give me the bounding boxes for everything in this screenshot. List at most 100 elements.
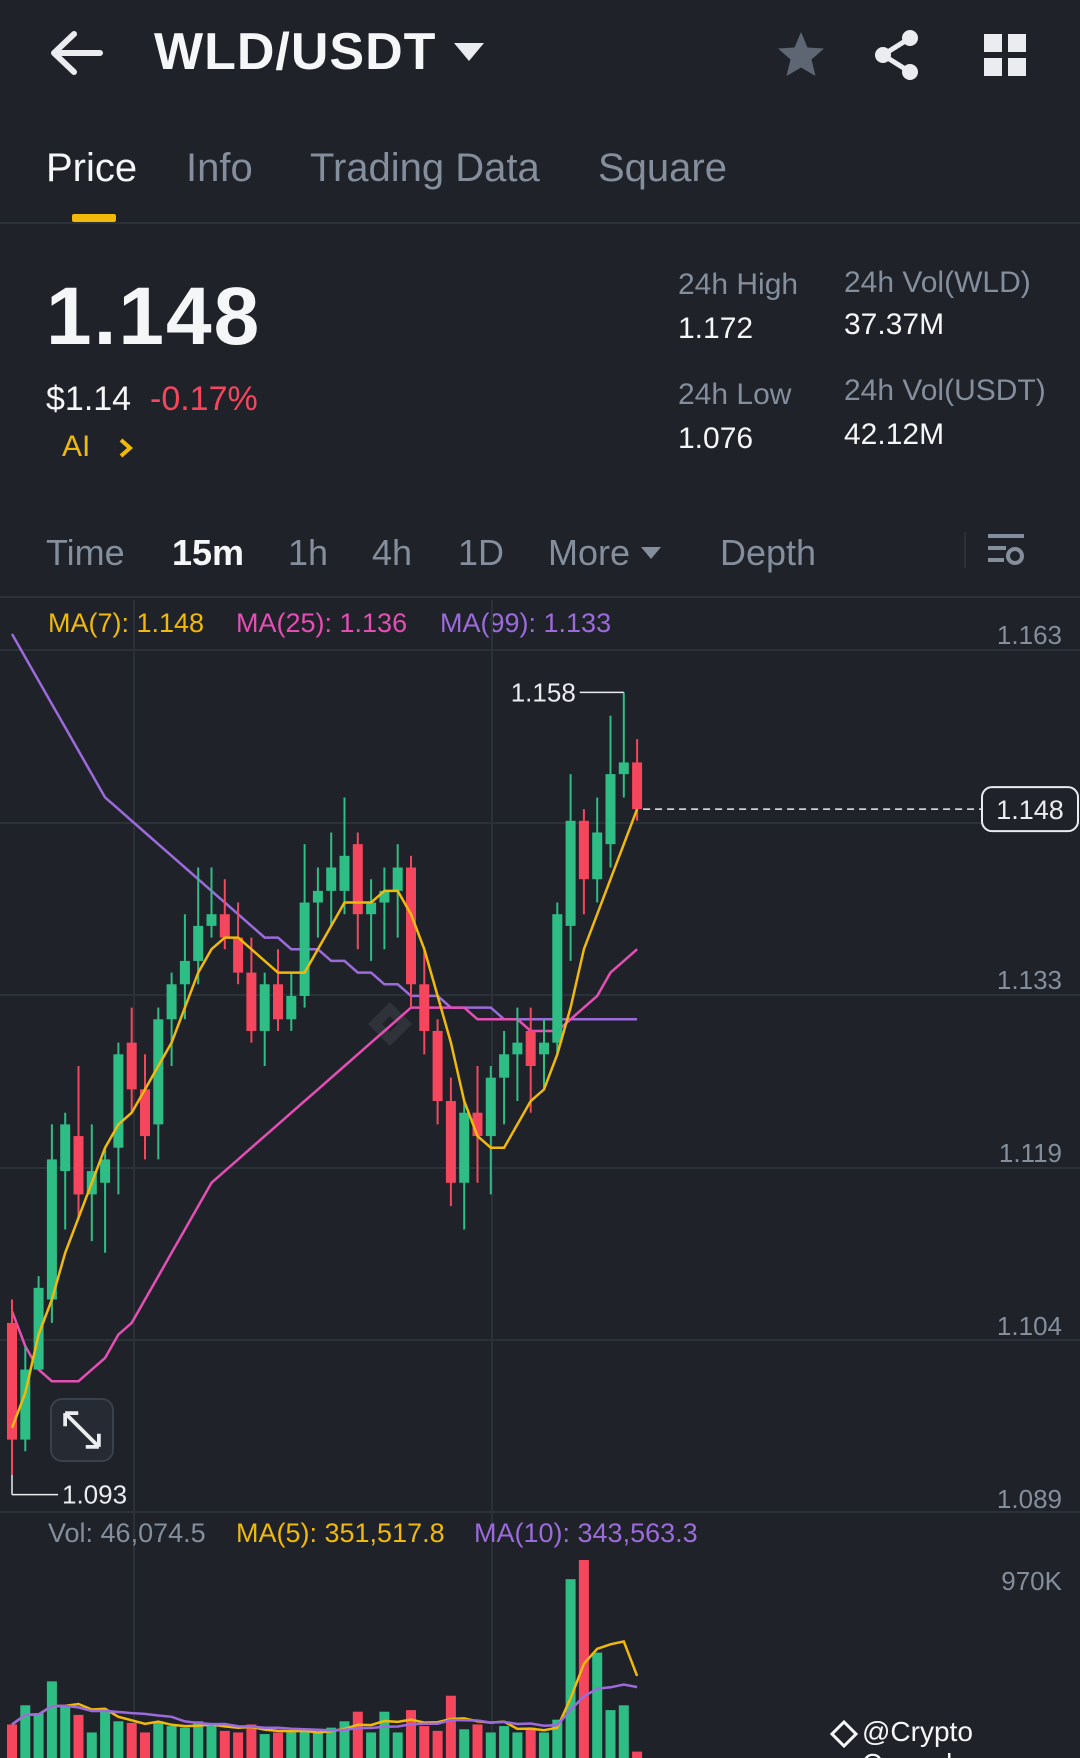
y-tick-label: 1.089 [997, 1484, 1062, 1514]
low-label: 24h Low [678, 378, 792, 411]
candle [312, 867, 323, 938]
volume-bar [100, 1710, 111, 1758]
volume-bar [352, 1711, 363, 1758]
y-axis-labels: 1.163 1.133 1.119 1.104 1.089 970K [997, 620, 1063, 1596]
volume-bar [7, 1724, 17, 1758]
volume-bar [166, 1726, 177, 1758]
interval-1h[interactable]: 1h [288, 532, 329, 573]
watermark-text: @Crypto Crusador [862, 1716, 977, 1758]
candle [499, 1030, 510, 1125]
volume-bar [366, 1732, 377, 1758]
tab-square[interactable]: Square [598, 146, 727, 190]
back-arrow-icon[interactable] [48, 28, 104, 78]
candles [7, 692, 643, 1475]
volume-bar [379, 1711, 390, 1758]
volume-bar [552, 1719, 563, 1758]
candle [445, 1077, 456, 1207]
candle [246, 937, 257, 1043]
active-tab-indicator [72, 214, 116, 222]
volume-bar [512, 1732, 523, 1758]
candle [459, 1101, 470, 1230]
favorite-star-icon[interactable] [774, 28, 828, 82]
interval-1d[interactable]: 1D [458, 532, 505, 573]
candle [326, 832, 337, 926]
candle [592, 797, 603, 903]
ma25-legend: MA(25): 1.136 [236, 608, 408, 638]
candle [578, 809, 589, 915]
share-icon[interactable] [870, 28, 924, 82]
high-marker-label: 1.158 [511, 677, 576, 707]
volume-bar [419, 1726, 430, 1758]
volume-bar [46, 1681, 57, 1758]
ma7-line [10, 808, 639, 1429]
expand-chart-button[interactable] [50, 1398, 114, 1462]
ai-link[interactable]: AI [62, 430, 91, 463]
volume-bar [233, 1732, 244, 1758]
volume-bar [632, 1751, 643, 1758]
volume-bar [73, 1714, 84, 1758]
volume-ma5-line [11, 1639, 639, 1734]
tab-price[interactable]: Price [46, 146, 138, 190]
volume-bar [432, 1730, 443, 1758]
interval-more[interactable]: More [548, 532, 631, 573]
volume-bar [219, 1730, 230, 1758]
volume-bar [60, 1705, 71, 1758]
volume-bar [472, 1724, 483, 1758]
price-chart[interactable]: 1.163 1.133 1.119 1.104 1.089 970K 1.148 1.158… [0, 600, 1080, 1758]
more-caret-icon[interactable] [640, 546, 662, 560]
vol-base-value: 37.37M [844, 308, 945, 341]
candle [73, 1066, 84, 1218]
volume-bar [392, 1732, 403, 1758]
volume-bar [246, 1724, 257, 1758]
chart-settings-icon[interactable] [986, 530, 1026, 570]
candle [605, 715, 616, 868]
interval-4h[interactable]: 4h [372, 532, 413, 573]
candle [472, 1066, 483, 1183]
candle [339, 797, 350, 915]
volume-bar [326, 1727, 337, 1758]
chart-grid [0, 600, 1080, 1758]
volume-ma5-legend: MA(5): 351,517.8 [236, 1518, 445, 1548]
watermark-diamond-icon [830, 1720, 858, 1748]
candle [286, 972, 297, 1031]
volume-bar [578, 1560, 589, 1758]
interval-15m[interactable]: 15m [172, 532, 245, 573]
trading-pair-title[interactable]: WLD/USDT [154, 23, 437, 81]
candle [512, 1007, 523, 1102]
current-price-tag [981, 786, 1079, 833]
grid-menu-icon[interactable] [978, 28, 1032, 82]
expand-icon [63, 1411, 101, 1449]
candle [525, 1007, 536, 1113]
interval-time[interactable]: Time [46, 532, 125, 573]
candle [206, 867, 217, 938]
volume-bar [445, 1695, 456, 1758]
chevron-right-icon[interactable] [116, 434, 136, 462]
volume-bar [499, 1726, 510, 1758]
candle [299, 844, 310, 1008]
candle [485, 1066, 496, 1195]
volume-bar [33, 1713, 44, 1758]
interval-separator [964, 532, 966, 568]
ma99-legend: MA(99): 1.133 [440, 608, 612, 638]
volume-bar [485, 1732, 496, 1758]
y-tick-label: 1.133 [997, 965, 1062, 995]
candle [539, 1019, 549, 1090]
y-tick-label: 1.163 [997, 620, 1062, 650]
tab-info[interactable]: Info [186, 146, 253, 190]
candle [618, 692, 629, 798]
interval-depth[interactable]: Depth [720, 532, 817, 573]
tab-trading-data[interactable]: Trading Data [310, 146, 540, 190]
volume-legend: Vol: 46,074.5 [48, 1518, 206, 1548]
candle [632, 739, 643, 821]
candle [419, 949, 430, 1055]
ma7-legend: MA(7): 1.148 [48, 608, 205, 638]
y-tick-label: 1.104 [997, 1311, 1062, 1341]
candle [565, 774, 576, 961]
candle [166, 972, 177, 1066]
pair-dropdown-caret-icon[interactable] [452, 40, 486, 64]
candle [193, 867, 204, 985]
candle [379, 867, 390, 950]
candle [366, 879, 377, 961]
ma99-line-path [10, 633, 638, 1021]
volume-bar [179, 1727, 190, 1758]
